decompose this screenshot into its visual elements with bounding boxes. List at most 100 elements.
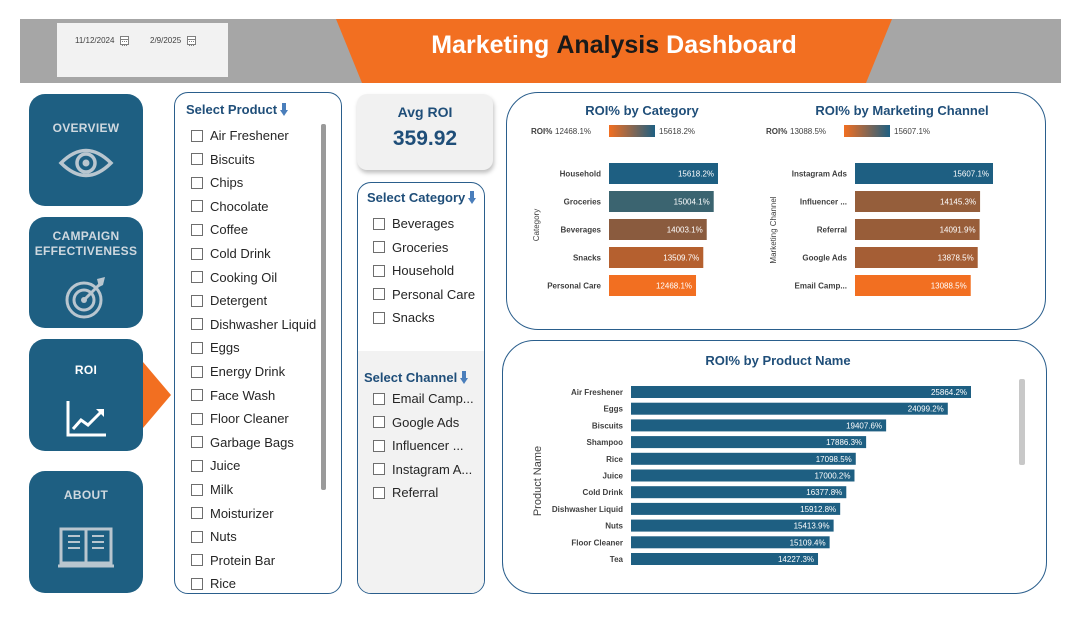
bar: [855, 163, 993, 184]
product-option[interactable]: Energy Drink: [191, 364, 285, 379]
data-label: 17886.3%: [826, 438, 862, 447]
calendar-icon[interactable]: [187, 36, 197, 46]
category-option[interactable]: Beverages: [373, 216, 454, 231]
checkbox[interactable]: [373, 416, 385, 429]
arrow-down-icon: [460, 371, 469, 384]
product-option[interactable]: Cold Drink: [191, 246, 271, 261]
arrow-down-icon: [468, 191, 477, 204]
checkbox[interactable]: [191, 129, 203, 142]
checkbox[interactable]: [373, 264, 385, 277]
bar: [631, 402, 948, 415]
category-label: Eggs: [603, 405, 623, 414]
checkbox[interactable]: [191, 554, 203, 567]
category-label: Floor Cleaner: [571, 538, 623, 547]
legend-gradient-bar: [609, 125, 655, 137]
checkbox[interactable]: [191, 247, 203, 260]
product-option[interactable]: Detergent: [191, 293, 267, 308]
legend-gradient-bar: [844, 125, 890, 137]
checkbox[interactable]: [373, 439, 385, 452]
checkbox[interactable]: [373, 486, 385, 499]
checkbox[interactable]: [373, 392, 385, 405]
date-range-slicer[interactable]: 11/12/2024 2/9/2025: [57, 23, 228, 77]
category-option[interactable]: Household: [373, 263, 454, 278]
product-option[interactable]: Air Freshener: [191, 128, 289, 143]
bar: [609, 247, 704, 268]
data-label: 14145.3%: [940, 198, 976, 207]
checkbox[interactable]: [191, 530, 203, 543]
checkbox[interactable]: [191, 459, 203, 472]
channel-option[interactable]: Google Ads: [373, 415, 459, 430]
category-label: Groceries: [564, 198, 602, 207]
nav-about[interactable]: ABOUT: [29, 471, 143, 593]
roi-by-product-chart: Product Name Air Freshener 25864.2% Eggs 240…: [532, 386, 971, 565]
product-option-label: Floor Cleaner: [210, 411, 289, 427]
channel-option[interactable]: Email Camp...: [373, 391, 474, 406]
product-option[interactable]: Garbage Bags: [191, 435, 294, 450]
category-option[interactable]: Groceries: [373, 240, 448, 255]
product-option-label: Energy Drink: [210, 364, 286, 379]
checkbox[interactable]: [191, 318, 203, 331]
channel-option[interactable]: Referral: [373, 485, 438, 500]
product-option[interactable]: Chips: [191, 175, 243, 190]
product-option[interactable]: Protein Bar: [191, 553, 275, 568]
category-label: Rice: [606, 455, 623, 464]
data-label: 17000.2%: [814, 472, 850, 481]
product-option[interactable]: Nuts: [191, 529, 237, 544]
product-option[interactable]: Eggs: [191, 340, 240, 355]
bar: [631, 519, 834, 532]
product-option-label: Garbage Bags: [210, 434, 294, 450]
product-chart-scrollbar[interactable]: [1019, 379, 1025, 465]
product-option[interactable]: Cooking Oil: [191, 270, 277, 285]
end-date-field[interactable]: 2/9/2025: [150, 36, 197, 46]
checkbox[interactable]: [191, 483, 203, 496]
checkbox[interactable]: [373, 463, 385, 476]
category-label: Dishwasher Liquid: [552, 505, 623, 514]
checkbox[interactable]: [191, 271, 203, 284]
start-date-field[interactable]: 11/12/2024: [75, 36, 130, 46]
category-option[interactable]: Snacks: [373, 310, 435, 325]
checkbox[interactable]: [373, 217, 385, 230]
checkbox[interactable]: [373, 311, 385, 324]
product-option-label: Milk: [210, 482, 234, 497]
category-slicer-title: Select Category: [367, 190, 466, 205]
data-label: 13509.7%: [663, 254, 699, 263]
product-option[interactable]: Chocolate: [191, 199, 269, 214]
product-option[interactable]: Rice: [191, 576, 236, 591]
checkbox[interactable]: [191, 223, 203, 236]
product-option[interactable]: Face Wash: [191, 388, 275, 403]
channel-option[interactable]: Influencer ...: [373, 438, 464, 453]
checkbox[interactable]: [191, 389, 203, 402]
checkbox[interactable]: [191, 412, 203, 425]
product-option[interactable]: Floor Cleaner: [191, 411, 289, 426]
checkbox[interactable]: [373, 241, 385, 254]
product-option[interactable]: Biscuits: [191, 152, 255, 167]
product-option[interactable]: Juice: [191, 458, 240, 473]
checkbox[interactable]: [191, 341, 203, 354]
product-option[interactable]: Coffee: [191, 222, 248, 237]
calendar-icon[interactable]: [120, 36, 130, 46]
nav-roi[interactable]: ROI: [29, 339, 143, 451]
product-option[interactable]: Moisturizer: [191, 506, 274, 521]
checkbox[interactable]: [191, 577, 203, 590]
channel-option-label: Email Camp...: [392, 391, 474, 406]
nav-overview[interactable]: OVERVIEW: [29, 94, 143, 206]
product-scrollbar[interactable]: [321, 124, 326, 490]
checkbox[interactable]: [191, 365, 203, 378]
title-word-1: Marketing: [431, 30, 550, 59]
checkbox[interactable]: [191, 436, 203, 449]
checkbox[interactable]: [191, 176, 203, 189]
roi-by-channel-chart: ROI% 13088.5% 15607.1%Marketing ChannelIns…: [766, 125, 993, 296]
checkbox[interactable]: [191, 507, 203, 520]
category-label: Household: [560, 170, 601, 179]
product-option[interactable]: Milk: [191, 482, 233, 497]
checkbox[interactable]: [191, 153, 203, 166]
product-option[interactable]: Dishwasher Liquid: [191, 317, 316, 332]
checkbox[interactable]: [373, 288, 385, 301]
checkbox[interactable]: [191, 294, 203, 307]
channel-option[interactable]: Instagram A...: [373, 462, 472, 477]
category-label: Email Camp...: [795, 282, 847, 291]
checkbox[interactable]: [191, 200, 203, 213]
category-option[interactable]: Personal Care: [373, 287, 475, 302]
nav-campaign-effectiveness[interactable]: CAMPAIGN EFFECTIVENESS: [29, 217, 143, 328]
arrow-down-icon: [280, 103, 289, 116]
